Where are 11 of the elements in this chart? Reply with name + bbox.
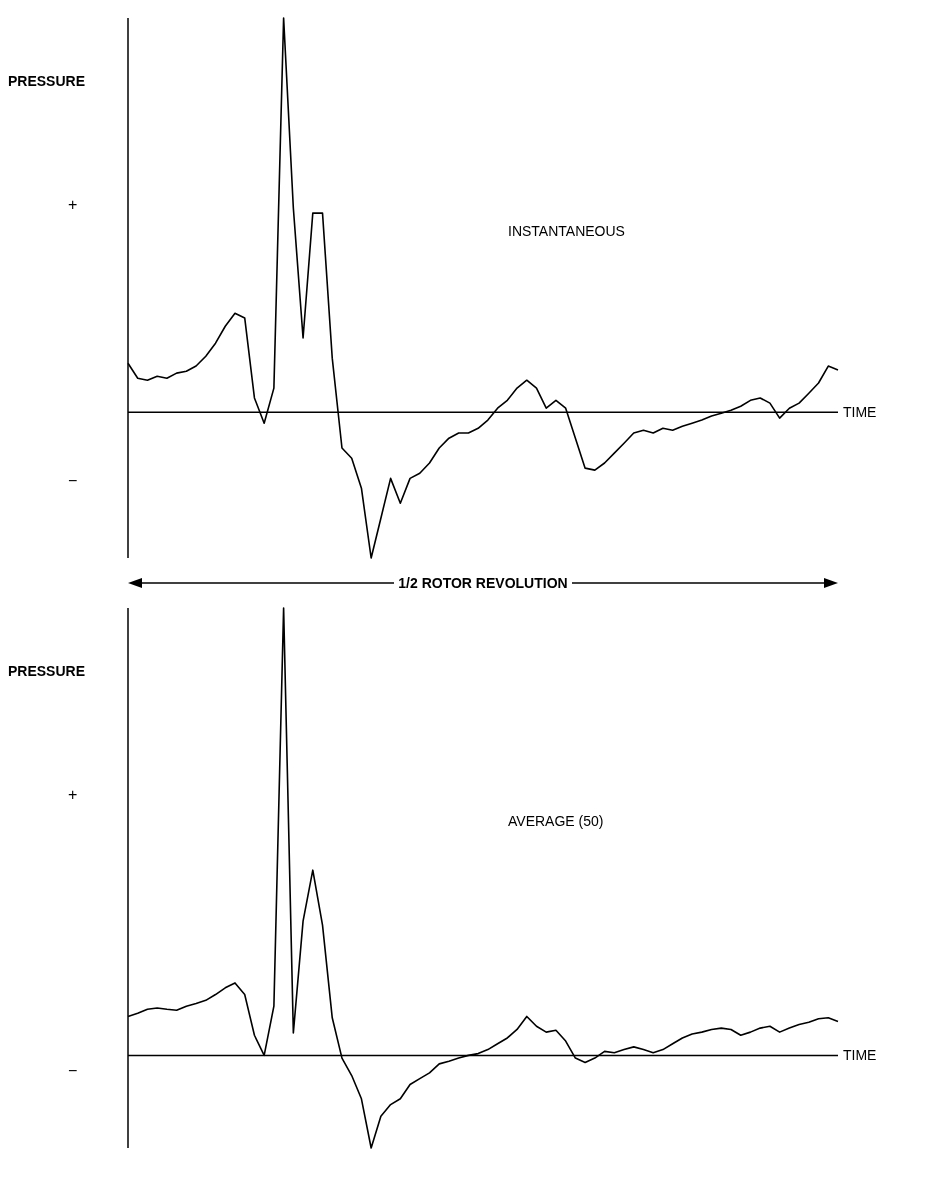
- y-axis-title: PRESSURE: [8, 73, 86, 89]
- text: −: [68, 1061, 78, 1080]
- y-axis-title: PRESSURE: [8, 663, 86, 679]
- x-axis-title: TIME: [843, 1047, 877, 1064]
- text: AVERAGE (50): [508, 813, 604, 830]
- text: −: [68, 471, 78, 490]
- x-axis-title: TIME: [843, 404, 877, 421]
- text: INSTANTANEOUS: [508, 223, 625, 240]
- text: 1/2 ROTOR REVOLUTION: [394, 575, 572, 591]
- text: +: [68, 196, 78, 215]
- text: +: [68, 786, 78, 805]
